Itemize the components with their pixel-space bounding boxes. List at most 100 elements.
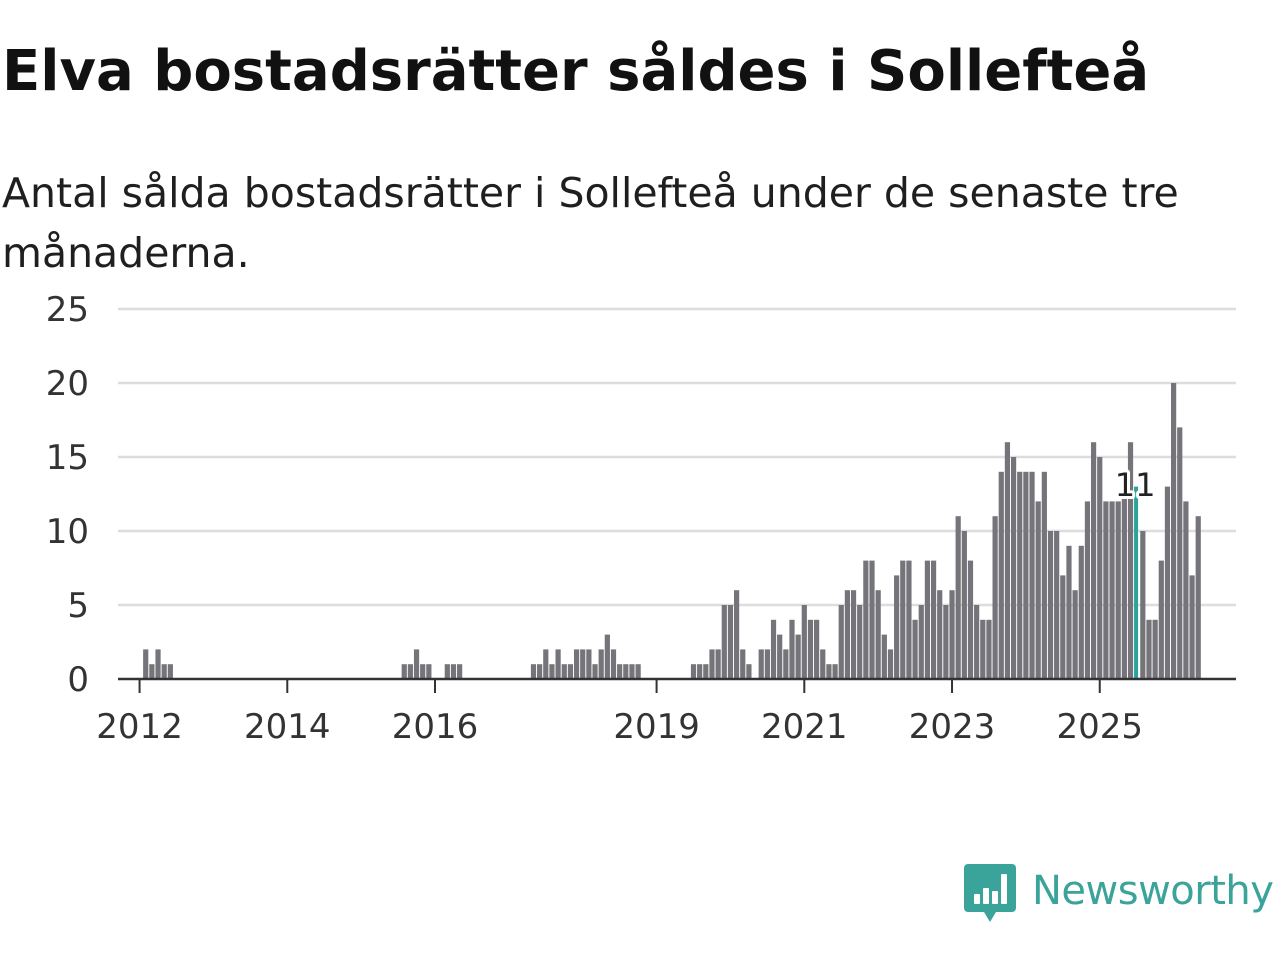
bar <box>961 531 967 679</box>
bar <box>1103 501 1109 679</box>
bar <box>857 605 863 679</box>
bar <box>832 664 838 679</box>
bar <box>1029 471 1035 679</box>
bar <box>709 649 715 679</box>
chart-title: Elva bostadsrätter såldes i Sollefteå <box>2 39 1150 104</box>
bar <box>1017 471 1023 679</box>
bar <box>1066 545 1072 679</box>
bar <box>881 634 887 679</box>
x-tick-label: 2014 <box>244 707 331 747</box>
bar <box>937 590 943 679</box>
bar <box>820 649 826 679</box>
bar <box>869 560 875 679</box>
bar <box>918 605 924 679</box>
y-tick-label: 25 <box>46 290 89 330</box>
bar <box>530 664 537 679</box>
bar <box>906 560 912 679</box>
bar <box>992 516 998 679</box>
bar <box>635 664 641 679</box>
y-tick-label: 0 <box>67 660 89 700</box>
annotations: 11 <box>1112 463 1159 507</box>
bar <box>1023 471 1029 679</box>
bar <box>690 664 697 679</box>
brand-logo: Newsworthy <box>964 862 1274 928</box>
bar <box>1010 457 1017 679</box>
bar <box>549 664 555 679</box>
bar <box>1140 531 1146 679</box>
bar <box>537 664 543 679</box>
bar <box>623 664 629 679</box>
bar <box>598 649 604 679</box>
bar <box>617 664 623 679</box>
bar <box>887 649 894 679</box>
bar <box>789 619 795 679</box>
bar <box>450 664 457 679</box>
bar <box>161 664 167 679</box>
bar <box>143 649 149 679</box>
bar <box>894 575 900 679</box>
bar <box>426 664 432 679</box>
bar <box>980 619 986 679</box>
bar <box>924 560 931 679</box>
bar <box>1164 486 1171 679</box>
bar <box>1171 383 1177 679</box>
bar <box>555 649 561 679</box>
bar <box>401 664 407 679</box>
bar <box>727 605 734 679</box>
bar <box>1078 545 1084 679</box>
bar <box>850 590 857 679</box>
x-tick-label: 2012 <box>96 707 183 747</box>
bar <box>697 664 703 679</box>
bar <box>1121 486 1127 679</box>
bar <box>1060 575 1066 679</box>
bar <box>783 649 789 679</box>
bar <box>1195 516 1201 679</box>
bar <box>875 590 881 679</box>
bar <box>863 560 869 679</box>
bar <box>814 619 820 679</box>
bar <box>826 664 832 679</box>
bar <box>758 649 764 679</box>
bar <box>1054 531 1060 679</box>
bar <box>457 664 463 679</box>
bar <box>561 664 567 679</box>
highlight-bar <box>1134 486 1139 679</box>
bar <box>801 605 807 679</box>
x-axis: 2012 2014 2016 2019 2021 2023 2025 <box>96 677 1236 747</box>
bar <box>912 619 918 679</box>
bar <box>586 649 592 679</box>
bar <box>764 649 770 679</box>
bar <box>1097 457 1103 679</box>
y-tick-label: 20 <box>46 364 89 404</box>
bar <box>746 664 752 679</box>
x-tick-label: 2021 <box>761 707 848 747</box>
bar <box>1035 501 1041 679</box>
bar <box>838 605 844 679</box>
bars <box>143 383 1201 679</box>
bar <box>1152 619 1158 679</box>
bar <box>1158 560 1164 679</box>
bar <box>734 590 740 679</box>
highlight-value-label: 11 <box>1115 466 1156 504</box>
bar <box>592 664 598 679</box>
bar <box>900 560 906 679</box>
bar <box>149 664 155 679</box>
bar <box>610 649 617 679</box>
y-tick-label: 15 <box>46 438 89 478</box>
bar <box>629 664 635 679</box>
bar <box>844 590 850 679</box>
bar <box>955 516 961 679</box>
bar <box>1146 619 1152 679</box>
newsworthy-logo-icon <box>964 864 1016 922</box>
bar <box>413 649 420 679</box>
bar <box>1115 501 1121 679</box>
y-axis: 0 5 10 15 20 25 <box>46 290 89 700</box>
bar <box>1072 590 1078 679</box>
bar <box>967 560 974 679</box>
bar <box>580 649 586 679</box>
x-tick-label: 2016 <box>392 707 479 747</box>
x-tick-label: 2019 <box>613 707 700 747</box>
bar <box>1041 471 1047 679</box>
bar <box>1189 575 1195 679</box>
brand-name: Newsworthy <box>1032 868 1274 914</box>
